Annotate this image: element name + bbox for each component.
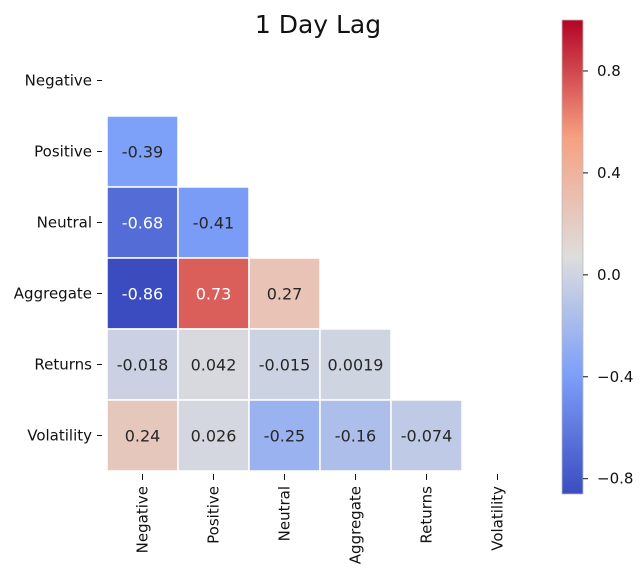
cell-value-label: -0.41 <box>193 214 234 233</box>
heatmap-cell <box>319 328 392 401</box>
cell-value-label: -0.018 <box>117 356 169 375</box>
row-label-aggregate: Aggregate <box>14 285 92 303</box>
column-tick-labels: Negative Positive Neutral Aggregate Returns V… <box>134 474 507 564</box>
chart-title: 1 Day Lag <box>255 10 381 39</box>
colorbar-tick-label: 0.8 <box>597 62 621 80</box>
heatmap-cell-labels: -0.39 -0.68 -0.41 -0.86 0.73 0.27 -0.018 0.042 -… <box>117 143 453 446</box>
cell-value-label: 0.042 <box>191 356 237 375</box>
column-label-neutral: Neutral <box>276 486 294 541</box>
cell-value-label: 0.27 <box>267 285 303 304</box>
column-label-negative: Negative <box>134 486 152 553</box>
cell-value-label: 0.24 <box>125 427 161 446</box>
heatmap-cells <box>106 115 463 472</box>
colorbar-tick-label: 0.0 <box>597 266 621 284</box>
heatmap-cell <box>319 399 392 472</box>
row-label-neutral: Neutral <box>37 214 92 232</box>
cell-value-label: -0.015 <box>259 356 311 375</box>
column-label-returns: Returns <box>418 486 436 544</box>
heatmap-cell <box>177 186 250 259</box>
column-label-aggregate: Aggregate <box>347 486 365 564</box>
row-tick-labels: Negative Positive Neutral Aggregate Returns V… <box>14 72 102 445</box>
cell-value-label: 0.73 <box>196 285 232 304</box>
heatmap-cell <box>106 115 179 188</box>
row-label-volatility: Volatility <box>27 427 92 445</box>
heatmap-cell <box>106 186 179 259</box>
cell-value-label: 0.0019 <box>328 356 384 375</box>
heatmap-cell <box>177 328 250 401</box>
cell-value-label: 0.026 <box>191 427 237 446</box>
heatmap-cell <box>248 257 321 330</box>
heatmap-cell <box>177 399 250 472</box>
column-label-positive: Positive <box>205 486 223 544</box>
cell-value-label: -0.68 <box>122 214 163 233</box>
cell-value-label: -0.39 <box>122 143 163 162</box>
row-label-returns: Returns <box>34 356 92 374</box>
cell-value-label: -0.25 <box>264 427 305 446</box>
colorbar-tick-label: −0.4 <box>597 368 633 386</box>
heatmap-cell <box>248 399 321 472</box>
colorbar-tick-label: −0.8 <box>597 470 633 488</box>
heatmap-cell <box>390 399 463 472</box>
column-label-volatility: Volatility <box>489 486 507 551</box>
row-label-negative: Negative <box>25 72 92 90</box>
cell-value-label: -0.074 <box>401 427 453 446</box>
cell-value-label: -0.86 <box>122 285 163 304</box>
colorbar-ticks: 0.8 0.4 0.0 −0.4 −0.8 <box>583 62 633 488</box>
colorbar-gradient <box>561 19 584 495</box>
cell-value-label: -0.16 <box>335 427 376 446</box>
colorbar-tick-label: 0.4 <box>597 164 621 182</box>
colorbar: 0.8 0.4 0.0 −0.4 −0.8 <box>561 19 633 495</box>
row-label-positive: Positive <box>34 143 92 161</box>
